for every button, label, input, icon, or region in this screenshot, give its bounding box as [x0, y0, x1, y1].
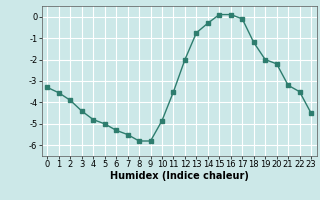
- X-axis label: Humidex (Indice chaleur): Humidex (Indice chaleur): [110, 171, 249, 181]
